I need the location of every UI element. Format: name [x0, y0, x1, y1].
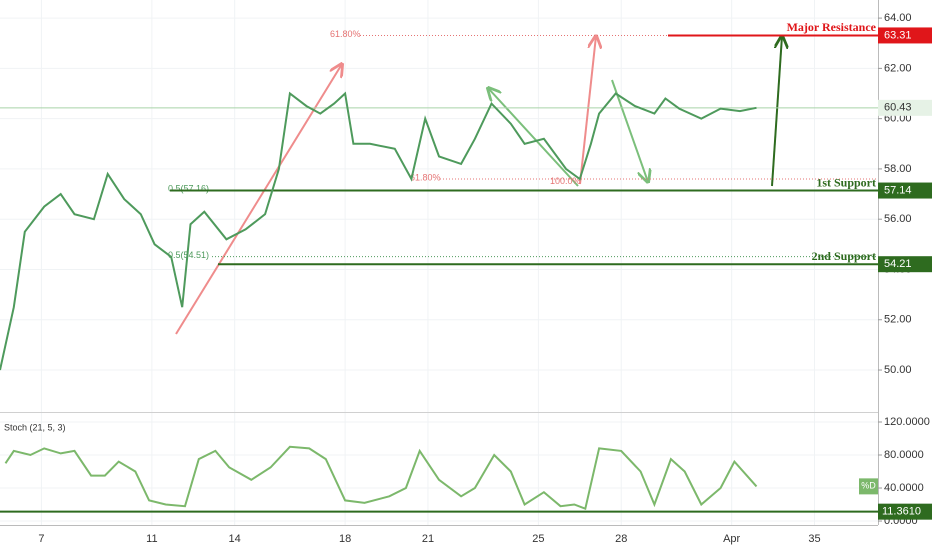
- fib-label: 61.80%: [410, 172, 441, 182]
- price-tag: [878, 99, 932, 116]
- x-tick-label: 28: [615, 533, 627, 545]
- level-tag-label: 63.31: [884, 29, 912, 41]
- y-tick-label: 52.00: [884, 314, 912, 326]
- grid: [0, 0, 878, 525]
- fib-label: 0.5(57.16): [168, 183, 209, 193]
- level-tag: [878, 27, 932, 44]
- arrow: [488, 88, 579, 187]
- level-tag: [878, 182, 932, 199]
- arrow: [771, 36, 782, 187]
- level-name: 2nd Support: [812, 249, 876, 263]
- x-tick-label: Apr: [723, 533, 740, 545]
- y-tick-label: 40.0000: [884, 482, 924, 494]
- arrow: [175, 64, 342, 335]
- x-tick-label: 11: [146, 533, 157, 545]
- x-tick-label: 7: [38, 533, 44, 545]
- y-tick-label: 64.00: [884, 12, 912, 24]
- y-tick-label: 62.00: [884, 62, 912, 74]
- y-tick-label: 50.00: [884, 364, 912, 376]
- arrow: [579, 36, 596, 185]
- y-tick-label: 56.00: [884, 213, 912, 225]
- x-tick-label: 21: [422, 533, 434, 545]
- arrow: [611, 79, 648, 182]
- level-tag: [878, 503, 932, 520]
- x-tick-label: 25: [532, 533, 544, 545]
- x-tick-label: 18: [339, 533, 351, 545]
- stoch-title: Stoch (21, 5, 3): [4, 422, 66, 432]
- line-tag: [859, 478, 878, 495]
- level-name: 1st Support: [816, 175, 876, 189]
- fib-label: 100.0%: [550, 176, 581, 186]
- level-tag-label: 11.3610: [882, 506, 921, 518]
- level-name: Major Resistance: [787, 20, 877, 34]
- x-tick-label: 14: [229, 533, 241, 545]
- y-tick-label: 80.0000: [884, 449, 924, 461]
- line-tag-label: %D: [861, 481, 876, 491]
- level-tag-label: 54.21: [884, 258, 912, 270]
- fib-label: 0.5(54.51): [168, 250, 209, 260]
- arrows: [175, 36, 782, 335]
- price-tag-label: 60.43: [884, 102, 912, 114]
- level-tag-label: 57.14: [884, 184, 912, 196]
- data-line: [0, 91, 757, 371]
- y-tick-label: 58.00: [884, 163, 912, 175]
- x-tick-label: 35: [808, 533, 820, 545]
- y-tick-label: 120.0000: [884, 416, 930, 428]
- data-line: [4, 445, 758, 511]
- level-tag: [878, 256, 932, 273]
- fib-label: 61.80%: [330, 29, 361, 39]
